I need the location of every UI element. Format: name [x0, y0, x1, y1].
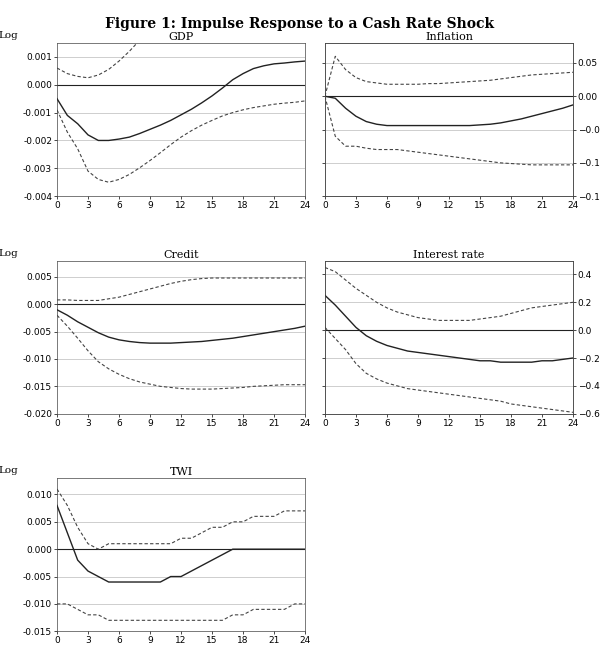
Text: Figure 1: Impulse Response to a Cash Rate Shock: Figure 1: Impulse Response to a Cash Rat…	[106, 17, 494, 30]
Title: Inflation: Inflation	[425, 32, 473, 42]
Title: TWI: TWI	[169, 467, 193, 477]
Text: Log: Log	[0, 249, 18, 258]
Title: GDP: GDP	[169, 32, 194, 42]
Title: Credit: Credit	[163, 250, 199, 260]
Title: Interest rate: Interest rate	[413, 250, 485, 260]
Text: Log: Log	[0, 31, 18, 40]
Text: Log: Log	[0, 466, 18, 475]
